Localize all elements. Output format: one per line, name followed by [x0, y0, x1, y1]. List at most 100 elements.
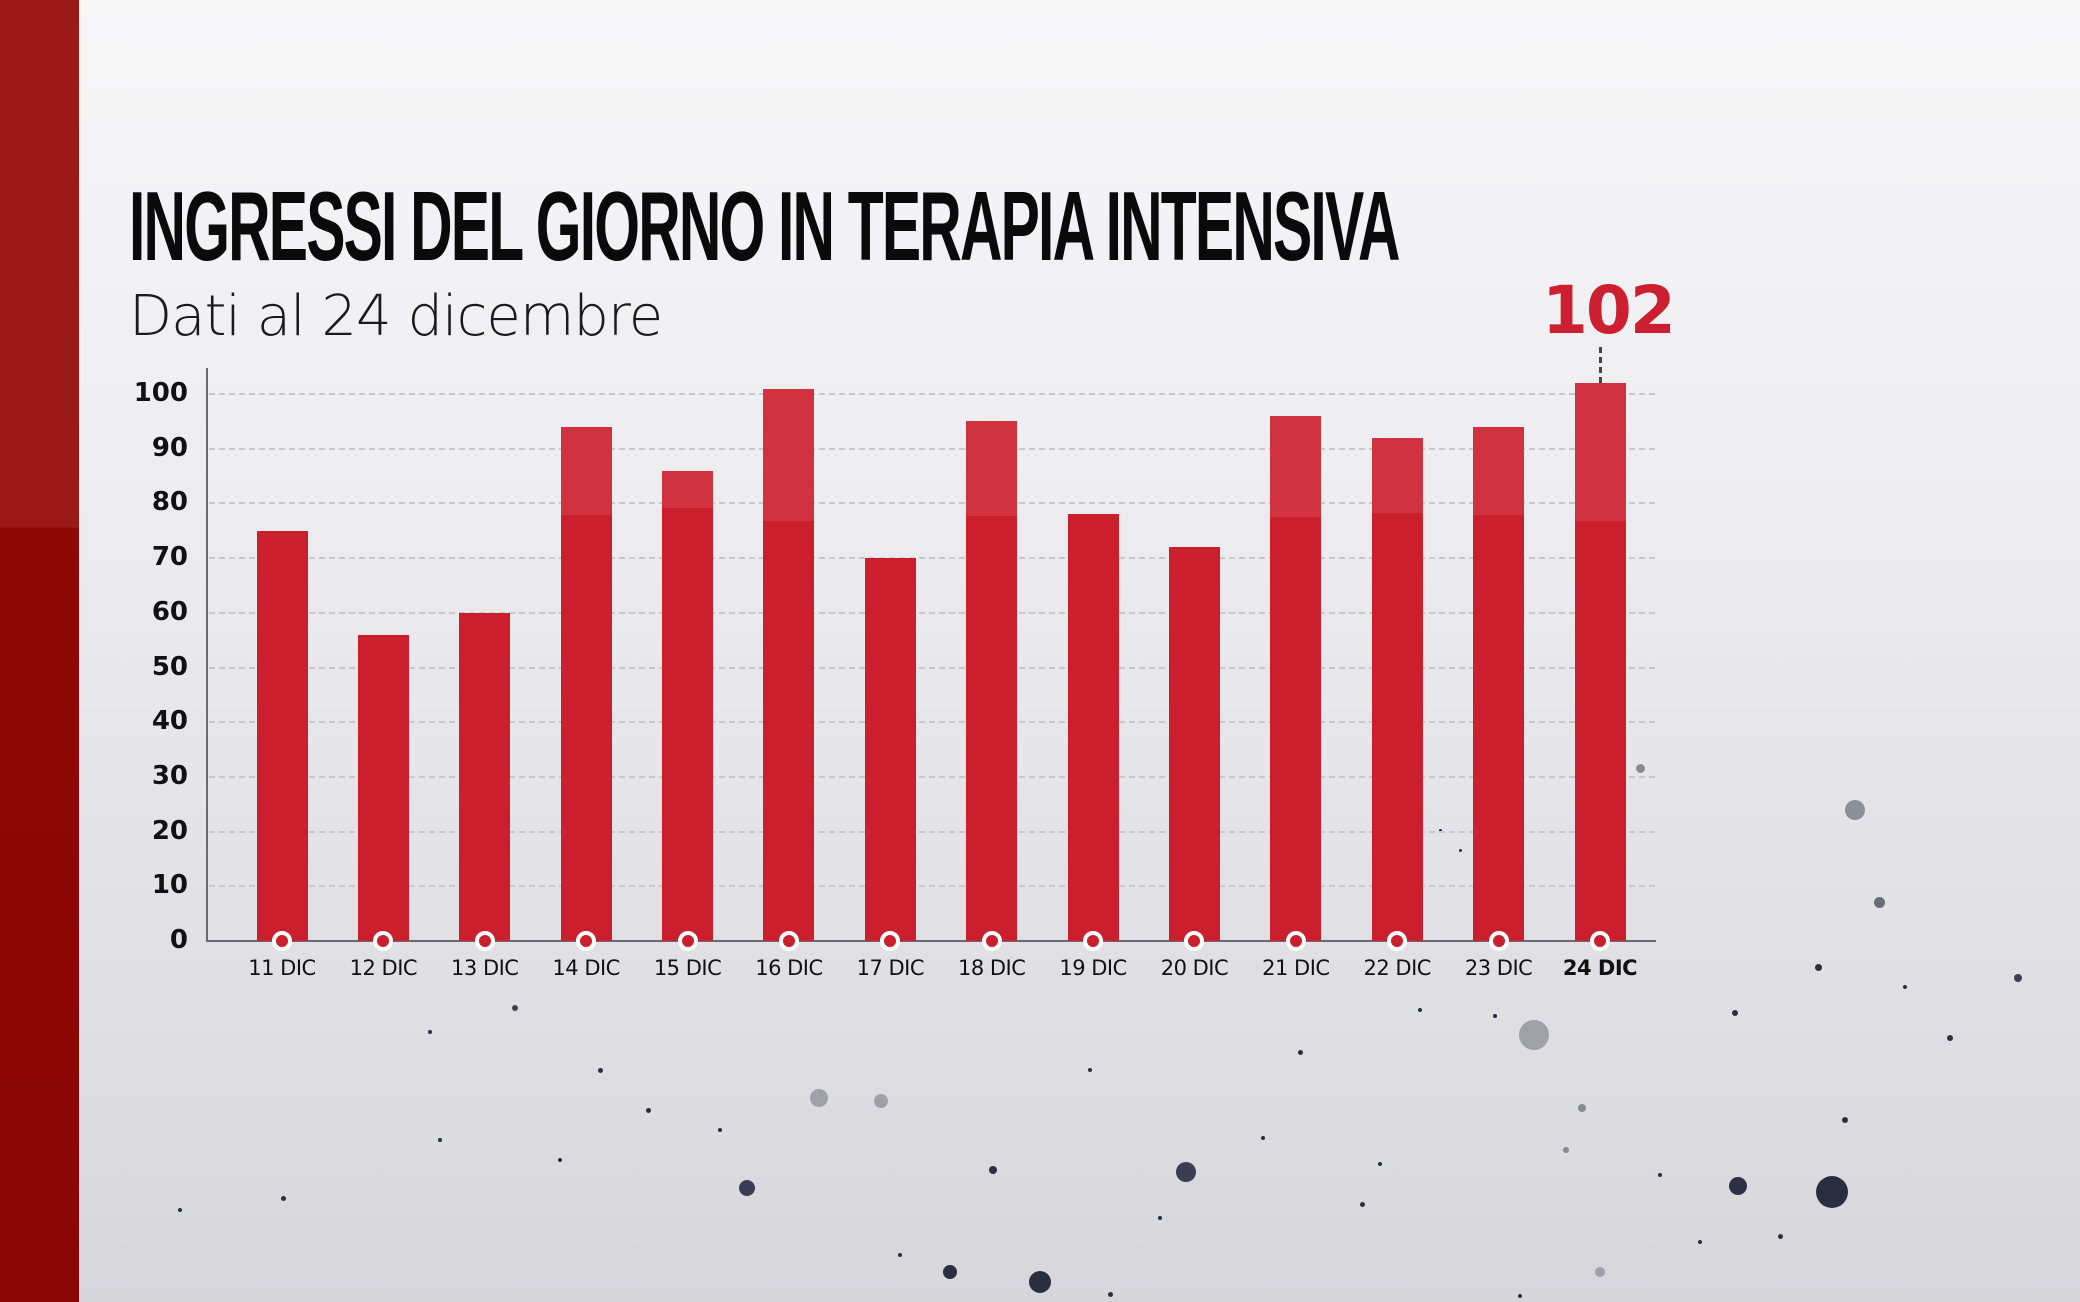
decorative-dot [1947, 1035, 1953, 1041]
bar-highlight [662, 470, 714, 509]
decorative-dot [280, 1195, 286, 1201]
bar-highlight [560, 426, 612, 515]
x-tick-label: 19 DIC [1059, 956, 1127, 980]
bar-23-dic [1473, 426, 1525, 941]
decorative-dot [1698, 1240, 1702, 1244]
bar-11-dic [256, 530, 308, 941]
decorative-dot [558, 1158, 562, 1162]
y-tick-label: 50 [151, 651, 188, 682]
y-tick-label: 20 [151, 815, 188, 846]
x-tick-marker [1590, 931, 1610, 951]
bar-12-dic [357, 634, 409, 941]
decorative-dot [1107, 1291, 1113, 1297]
decorative-dot [1658, 1173, 1662, 1177]
x-tick-label: 14 DIC [552, 956, 620, 980]
decorative-dot [1563, 1147, 1569, 1153]
decorative-dot [1842, 1117, 1848, 1123]
decorative-dot [1378, 1162, 1382, 1166]
x-tick-label: 12 DIC [349, 956, 418, 980]
x-axis [206, 940, 1656, 942]
x-tick-label: 15 DIC [653, 956, 722, 980]
gridline [209, 721, 1655, 724]
decorative-dot [898, 1253, 902, 1257]
gridline [209, 666, 1655, 669]
decorative-dot [1845, 800, 1865, 820]
x-tick-marker [1387, 931, 1408, 951]
x-tick-marker [474, 931, 495, 951]
decorative-dot [1518, 1294, 1522, 1298]
y-tick-label: 70 [151, 542, 188, 573]
decorative-dot [989, 1166, 997, 1174]
bar-15-dic [662, 470, 714, 941]
gridline [209, 830, 1655, 833]
y-axis [206, 368, 208, 942]
decorative-dot [1903, 985, 1907, 989]
decorative-dot [1578, 1104, 1586, 1112]
bar-16-dic [763, 388, 815, 941]
y-tick-label: 40 [151, 706, 188, 737]
gridline [209, 775, 1655, 778]
decorative-dot [1088, 1068, 1092, 1072]
decorative-dot [1816, 1176, 1848, 1208]
bar-19-dic [1067, 514, 1119, 941]
decorative-dot [1029, 1271, 1051, 1293]
gridline [209, 611, 1655, 614]
y-tick-label: 10 [151, 870, 188, 901]
decorative-dot [597, 1067, 603, 1073]
bar-14-dic [560, 426, 612, 941]
decorative-dot [1261, 1136, 1265, 1140]
decorative-dot [1359, 1201, 1365, 1207]
bar-highlight [1473, 426, 1525, 515]
decorative-dot [718, 1128, 722, 1132]
x-tick-marker [1083, 931, 1104, 951]
decorative-dot [1493, 1014, 1497, 1018]
x-tick-label: 22 DIC [1363, 956, 1432, 980]
decorative-dot [1438, 828, 1442, 832]
decorative-dot [1458, 848, 1462, 852]
decorative-dot [1595, 1267, 1605, 1277]
y-tick-label: 30 [151, 760, 188, 791]
decorative-dot [2014, 974, 2022, 982]
decorative-dot [1814, 963, 1822, 971]
decorative-dot [1732, 1010, 1738, 1016]
decorative-dot [512, 1005, 518, 1011]
bar-20-dic [1168, 547, 1220, 941]
x-tick-label: 13 DIC [451, 956, 519, 980]
x-tick-label: 16 DIC [755, 956, 823, 980]
decorative-dot [1519, 1020, 1549, 1050]
decorative-dot [1635, 763, 1645, 773]
decorative-dot [1418, 1008, 1422, 1012]
x-tick-marker [981, 931, 1002, 951]
x-tick-label: 20 DIC [1160, 956, 1229, 980]
callout-leader-line [1599, 347, 1602, 384]
decorative-dot [1158, 1216, 1162, 1220]
decorative-dot [943, 1265, 957, 1279]
x-tick-label: 24 DIC [1562, 956, 1638, 980]
left-accent-stripe [0, 0, 79, 1302]
gridline [209, 557, 1655, 560]
bar-highlight [1270, 415, 1322, 517]
decorative-dot [438, 1138, 442, 1142]
bar-21-dic [1270, 415, 1322, 941]
bar-13-dic [459, 612, 511, 941]
decorative-dot [1873, 896, 1885, 908]
x-tick-label: 23 DIC [1464, 956, 1533, 980]
bar-24-dic [1574, 383, 1626, 941]
x-tick-marker [1488, 931, 1509, 951]
decorative-dot [428, 1030, 432, 1034]
decorative-dot [1777, 1233, 1783, 1239]
decorative-dot [1297, 1049, 1303, 1055]
bar-highlight [763, 388, 815, 521]
callout-value: 102 [1542, 272, 1676, 349]
x-tick-marker [778, 931, 799, 951]
bar-highlight [1574, 383, 1626, 522]
y-tick-label: 80 [151, 487, 188, 518]
gridline [209, 885, 1655, 888]
decorative-dot [1729, 1177, 1747, 1195]
decorative-dot [1176, 1162, 1196, 1182]
bar-17-dic [864, 558, 916, 941]
gridline [209, 393, 1655, 395]
decorative-dot [810, 1089, 828, 1107]
x-tick-marker [677, 931, 698, 951]
chart-title: INGRESSI DEL GIORNO IN TERAPIA INTENSIVA [129, 171, 1400, 281]
